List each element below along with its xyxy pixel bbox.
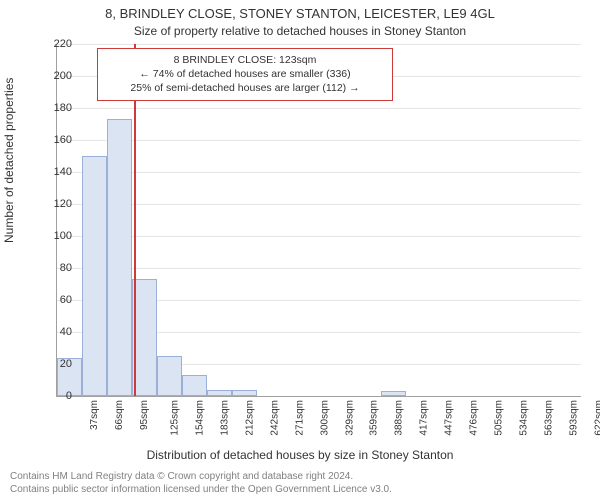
bar [232,390,257,396]
footer-line-1: Contains HM Land Registry data © Crown c… [10,471,392,484]
y-tick-label: 60 [42,294,72,306]
annotation-box: 8 BRINDLEY CLOSE: 123sqm ← 74% of detach… [97,48,393,101]
y-tick-label: 140 [42,166,72,178]
x-tick-label: 505sqm [494,400,505,436]
y-axis-label: Number of detached properties [2,78,16,243]
bar [107,119,132,396]
y-tick-label: 200 [42,70,72,82]
x-tick-label: 593sqm [569,400,580,436]
y-tick-label: 80 [42,262,72,274]
x-tick-label: 329sqm [344,400,355,436]
x-tick-label: 271sqm [294,400,305,436]
plot-area: 8 BRINDLEY CLOSE: 123sqm ← 74% of detach… [56,44,581,397]
x-tick-label: 125sqm [169,400,180,436]
annotation-line-1: 8 BRINDLEY CLOSE: 123sqm [106,53,384,67]
y-tick-label: 100 [42,230,72,242]
x-tick-label: 242sqm [269,400,280,436]
annotation-line-3: 25% of semi-detached houses are larger (… [106,81,384,95]
y-tick-label: 40 [42,326,72,338]
chart-title: 8, BRINDLEY CLOSE, STONEY STANTON, LEICE… [0,6,600,21]
y-tick-label: 220 [42,38,72,50]
x-tick-label: 388sqm [394,400,405,436]
bar [381,391,406,396]
bar [157,356,182,396]
x-tick-label: 563sqm [544,400,555,436]
x-tick-label: 417sqm [419,400,430,436]
annotation-line-2: ← 74% of detached houses are smaller (33… [106,67,384,81]
y-tick-label: 0 [42,390,72,402]
y-tick-label: 160 [42,134,72,146]
bar [182,375,207,396]
x-tick-label: 154sqm [194,400,205,436]
footer-text: Contains HM Land Registry data © Crown c… [10,471,392,496]
x-tick-label: 95sqm [139,400,150,430]
y-tick-label: 120 [42,198,72,210]
bar [82,156,107,396]
x-tick-label: 622sqm [594,400,600,436]
x-tick-label: 300sqm [319,400,330,436]
bar [207,390,232,396]
x-tick-label: 37sqm [89,400,100,430]
y-tick-label: 20 [42,358,72,370]
footer-line-2: Contains public sector information licen… [10,484,392,497]
y-tick-label: 180 [42,102,72,114]
x-tick-label: 66sqm [114,400,125,430]
x-tick-label: 447sqm [444,400,455,436]
x-tick-label: 476sqm [469,400,480,436]
x-axis-label: Distribution of detached houses by size … [0,448,600,462]
x-tick-label: 359sqm [369,400,380,436]
x-tick-label: 212sqm [244,400,255,436]
chart-subtitle: Size of property relative to detached ho… [0,24,600,38]
x-tick-label: 534sqm [519,400,530,436]
x-tick-label: 183sqm [219,400,230,436]
